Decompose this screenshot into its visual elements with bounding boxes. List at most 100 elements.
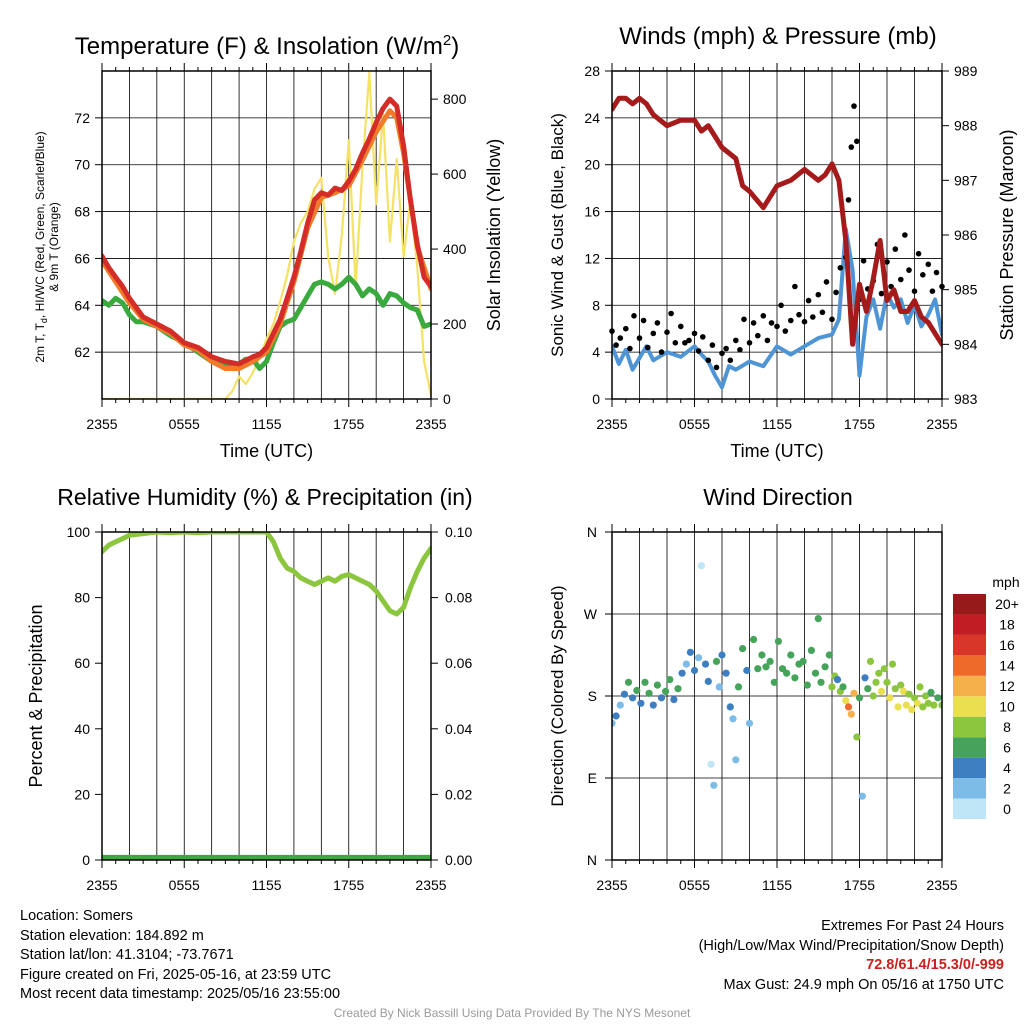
- gust-point: [719, 350, 725, 357]
- max-gust: Max Gust: 24.9 mph On 05/16 at 1750 UTC: [723, 976, 1004, 993]
- x-tick-label-3-1: 0555: [679, 877, 710, 893]
- direction-point: [924, 699, 932, 707]
- direction-point: [704, 677, 712, 686]
- y-tick-label-0-3: 68: [74, 204, 90, 220]
- extremes-values: 72.8/61.4/15.3/0/-999: [866, 957, 1004, 973]
- colorbar-swatch-4: [953, 716, 986, 738]
- y-tick-label-3-4: N: [587, 524, 597, 540]
- y-tick-label-2-0: 0: [82, 852, 90, 868]
- direction-point: [861, 674, 869, 682]
- x-tick-label-1-0: 2355: [596, 416, 627, 432]
- colorbar-swatch-0: [953, 798, 986, 819]
- direction-point: [913, 699, 921, 707]
- y-tick-label-1-1: 4: [592, 344, 600, 360]
- direction-point: [620, 690, 629, 698]
- direction-point: [745, 719, 754, 727]
- colorbar-swatch-5: [953, 696, 986, 717]
- series-line-station-pressure: [612, 95, 942, 347]
- gust-point: [636, 335, 643, 341]
- colorbar-swatch-9: [953, 614, 986, 635]
- direction-point: [707, 760, 715, 768]
- direction-point: [629, 694, 637, 702]
- y-tick-label-2-2: 40: [74, 721, 90, 737]
- gust-point: [650, 330, 657, 337]
- direction-point: [766, 657, 774, 666]
- direction-point: [653, 681, 662, 689]
- y-right-tick-label-1-0: 983: [954, 391, 978, 407]
- direction-point: [930, 701, 938, 709]
- direction-point: [774, 637, 783, 645]
- winds-pressure-panel: 2355 0555 1155 1755 2355 0 4 8 12 16 20 24 28 983 984 9…: [548, 23, 1017, 461]
- y-axis-label-left-0: 2m T, Td, HI/WC (Red, Green, Scarlet/Blu…: [33, 131, 61, 362]
- direction-point: [821, 663, 829, 671]
- y-right-tick-label-0-1: 200: [443, 316, 467, 332]
- gust-point: [810, 314, 816, 320]
- direction-point: [921, 692, 930, 700]
- gust-point: [782, 328, 789, 334]
- gust-point: [741, 316, 747, 323]
- y-tick-label-1-2: 8: [592, 297, 600, 313]
- gust-point: [764, 337, 771, 344]
- direction-point: [799, 657, 807, 666]
- y-tick-label-0-1: 64: [74, 297, 90, 313]
- direction-point: [842, 697, 850, 705]
- y-axis-label-3: Direction (Colored By Speed): [548, 585, 567, 806]
- gust-point: [915, 250, 922, 257]
- gust-point: [929, 288, 936, 295]
- y-axis-label-left-1: Sonic Wind & Gust (Blue, Black): [548, 113, 567, 357]
- y-right-tick-label-0-2: 400: [443, 241, 467, 257]
- direction-point: [850, 689, 858, 697]
- chart-title-2: Relative Humidity (%) & Precipitation (i…: [57, 484, 472, 510]
- direction-point: [670, 696, 678, 704]
- gust-point: [851, 103, 857, 109]
- y-tick-label-0-5: 72: [74, 110, 90, 126]
- chart-title-1: Winds (mph) & Pressure (mb): [619, 23, 936, 50]
- station-elevation: Station elevation: 184.892 m: [20, 927, 204, 944]
- colorbar-label-6: 12: [999, 678, 1015, 694]
- x-tick-label-0-2: 1155: [251, 416, 281, 432]
- direction-point: [791, 674, 799, 682]
- y-right-tick-label-2-0: 0.00: [445, 852, 472, 868]
- direction-point: [734, 683, 743, 691]
- gust-point: [902, 232, 908, 238]
- direction-point: [690, 666, 699, 675]
- y-tick-label-0-4: 70: [74, 157, 90, 173]
- gust-point: [848, 144, 855, 150]
- direction-point: [803, 681, 811, 689]
- direction-point: [686, 648, 695, 656]
- colorbar-label-8: 16: [999, 637, 1015, 653]
- x-axis-label-0: Time (UTC): [220, 441, 313, 461]
- gust-point: [925, 261, 932, 268]
- direction-point: [624, 678, 633, 686]
- direction-point: [612, 719, 616, 727]
- x-tick-label-2-2: 1155: [251, 877, 281, 893]
- direction-point: [729, 715, 737, 723]
- gust-point: [627, 345, 633, 352]
- extremes-info: Extremes For Past 24 Hours (High/Low/Max…: [699, 917, 1004, 995]
- gust-point: [750, 320, 757, 326]
- x-tick-label-0-4: 2355: [415, 416, 446, 432]
- gust-point: [705, 357, 712, 364]
- series-line-2m-t: [102, 96, 431, 367]
- direction-point: [641, 678, 649, 686]
- gust-point: [746, 340, 753, 346]
- extremes-fields: (High/Low/Max Wind/Precipitation/Snow De…: [698, 937, 1004, 954]
- direction-point: [825, 651, 833, 659]
- y-tick-label-2-3: 60: [74, 655, 90, 671]
- plot-border-2: [101, 531, 432, 861]
- y-tick-label-3-1: E: [588, 770, 597, 786]
- direction-point: [697, 562, 706, 570]
- y-right-tick-label-1-2: 985: [954, 282, 978, 298]
- direction-point: [612, 712, 620, 720]
- direction-point: [682, 660, 690, 668]
- colorbar-label-0: 0: [1003, 801, 1011, 817]
- x-tick-label-2-0: 2355: [86, 877, 117, 893]
- colorbar-swatch-10: [953, 594, 986, 615]
- y-right-tick-label-1-6: 989: [954, 63, 978, 79]
- gust-point: [760, 313, 767, 319]
- direction-point: [902, 701, 910, 709]
- gust-point: [613, 342, 619, 348]
- y-tick-label-2-1: 20: [74, 786, 90, 802]
- direction-point: [888, 660, 897, 668]
